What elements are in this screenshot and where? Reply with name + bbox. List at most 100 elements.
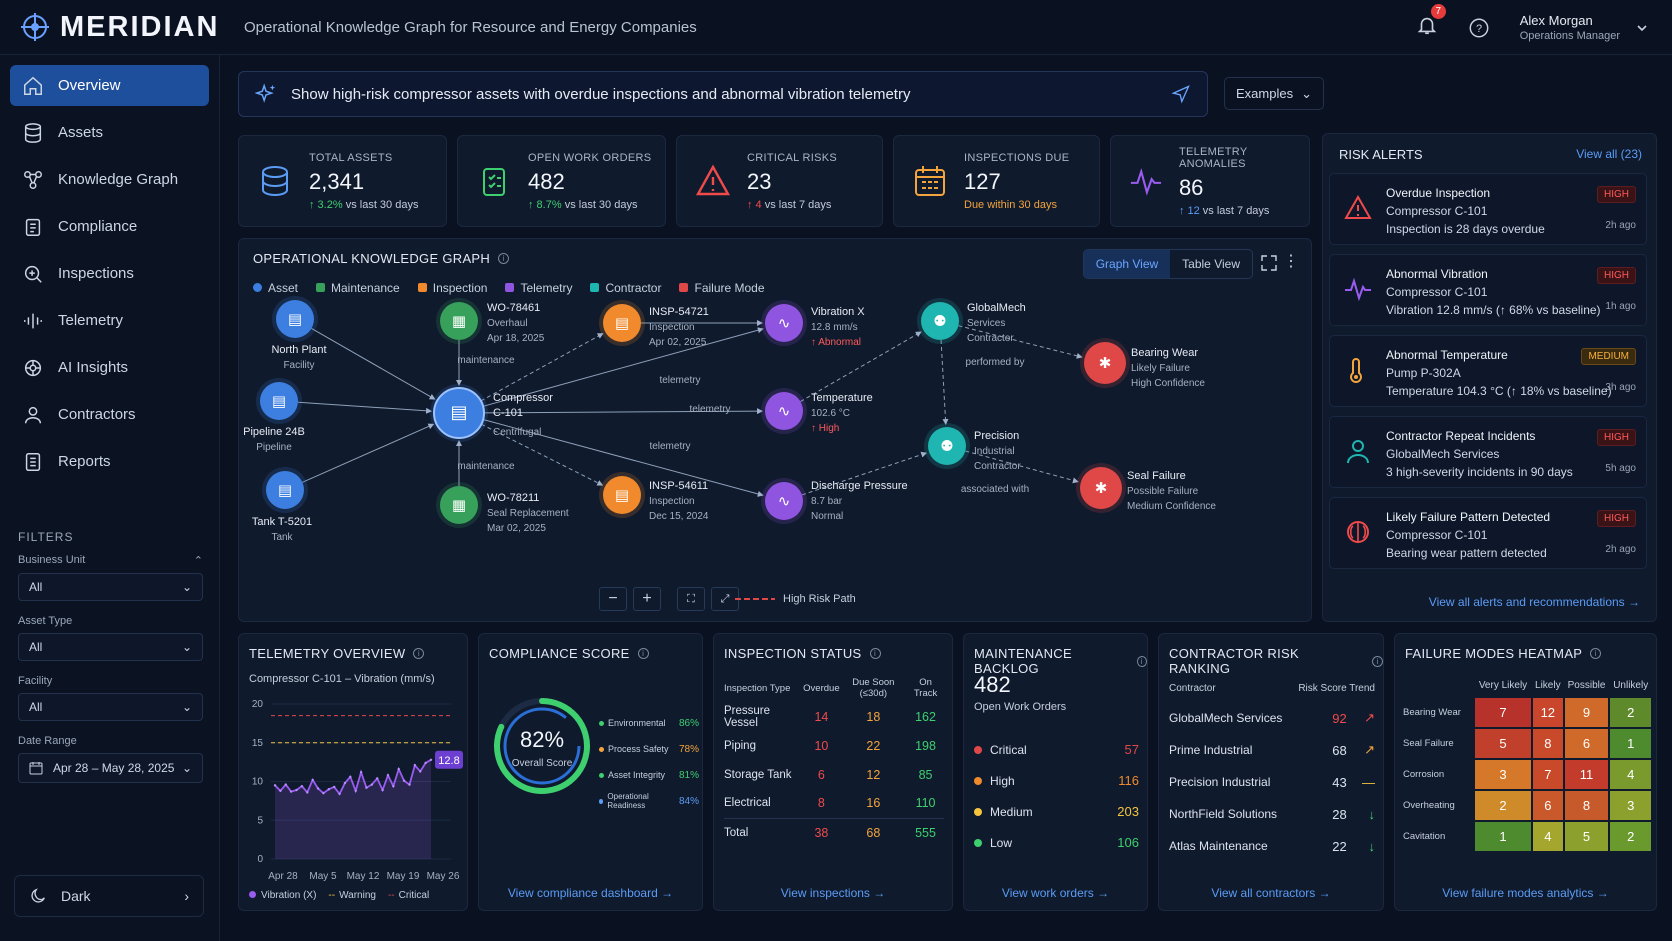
graph-node-north-plant[interactable] [276,300,314,338]
table-row[interactable]: Electrical 8 16 110 [724,789,944,818]
info-icon[interactable]: i [1136,655,1147,667]
heatmap-cell[interactable]: 5 [1475,729,1531,758]
heatmap-cell[interactable]: 1 [1610,729,1651,758]
info-icon[interactable]: i [413,648,425,659]
heatmap-cell[interactable]: 3 [1610,791,1651,820]
heatmap-cell[interactable]: 11 [1564,760,1609,789]
graph-node-tank[interactable] [266,471,304,509]
sidebar-item-telemetry[interactable]: Telemetry [10,300,209,341]
logo[interactable]: MERIDIAN [0,11,220,44]
backlog-row[interactable]: High 116 [974,765,1139,796]
heatmap-cell[interactable]: 1 [1475,822,1531,851]
user-menu[interactable]: Alex Morgan Operations Manager [1520,13,1648,42]
zoom-out-button[interactable]: − [599,587,627,611]
graph-node-insp2[interactable] [603,476,641,514]
table-row[interactable]: Pressure Vessel 14 18 162 [724,702,944,731]
theme-toggle[interactable]: Dark › [14,875,204,917]
kpi-card-open-work-orders[interactable]: OPEN WORK ORDERS 482 ↑ 8.7% vs last 30 day… [457,135,666,227]
heatmap-cell[interactable]: 8 [1533,729,1563,758]
alert-item[interactable]: Likely Failure Pattern Detected Compresso… [1329,497,1647,569]
kpi-card-total-assets[interactable]: TOTAL ASSETS 2,341 ↑ 3.2% vs last 30 days [238,135,447,227]
alert-item[interactable]: Contractor Repeat Incidents GlobalMech Se… [1329,416,1647,488]
backlog-row[interactable]: Medium 203 [974,796,1139,827]
heatmap-cell[interactable]: 2 [1475,791,1531,820]
more-menu-icon[interactable]: ⋮ [1283,253,1299,270]
expand-icon[interactable] [1261,255,1277,271]
heatmap-cell[interactable]: 12 [1533,698,1563,727]
alert-item[interactable]: Abnormal Temperature Pump P-302A Temperatu… [1329,335,1647,407]
graph-node-insp1[interactable] [603,304,641,342]
info-icon[interactable]: i [1590,648,1602,659]
legend-item-maintenance[interactable]: Maintenance [316,281,400,295]
alert-item[interactable]: Overdue Inspection Compressor C-101 Inspec… [1329,173,1647,245]
zoom-in-button[interactable]: + [633,587,661,611]
business-unit-select[interactable]: All ⌄ [18,573,203,601]
sidebar-item-reports[interactable]: Reports [10,441,209,482]
sidebar-item-inspections[interactable]: Inspections [10,253,209,294]
ai-search-bar[interactable]: Show high-risk compressor assets with ov… [238,71,1208,117]
notifications-button[interactable]: 7 [1416,4,1446,41]
graph-node-wo1[interactable] [440,302,478,340]
graph-node-press[interactable] [765,482,803,520]
heatmap-cell[interactable]: 7 [1475,698,1531,727]
info-icon[interactable]: i [637,648,649,659]
table-row[interactable]: NorthField Solutions 28 ↓ [1169,798,1375,830]
sidebar-item-overview[interactable]: Overview [10,65,209,106]
heatmap-cell[interactable]: 6 [1564,729,1609,758]
examples-dropdown[interactable]: Examples ⌄ [1224,77,1324,110]
table-row[interactable]: Prime Industrial 68 ↗ [1169,734,1375,766]
table-row[interactable]: Precision Industrial 43 — [1169,766,1375,798]
heatmap-cell[interactable]: 3 [1475,760,1531,789]
fit-view-button[interactable]: ⛶ [677,587,705,611]
alert-item[interactable]: Abnormal Vibration Compressor C-101 Vibrat… [1329,254,1647,326]
view-inspections-link[interactable]: View inspections → [780,886,886,900]
graph-node-temp[interactable] [765,392,803,430]
chevron-up-icon[interactable]: ⌃ [193,555,203,567]
view-compliance-link[interactable]: View compliance dashboard → [507,886,674,900]
view-work-orders-link[interactable]: View work orders → [1001,886,1110,900]
legend-item-telemetry[interactable]: Telemetry [505,281,572,295]
kpi-card-critical-risks[interactable]: CRITICAL RISKS 23 ↑ 4 vs last 7 days [676,135,883,227]
info-icon[interactable]: i [1372,655,1383,667]
graph-node-pipeline[interactable] [260,382,298,420]
legend-item-asset[interactable]: Asset [253,281,298,295]
info-icon[interactable]: i [869,648,881,659]
sidebar-item-contractors[interactable]: Contractors [10,394,209,435]
table-view-tab[interactable]: Table View [1182,257,1240,271]
heatmap-cell[interactable]: 9 [1564,698,1609,727]
sidebar-item-knowledge-graph[interactable]: Knowledge Graph [10,159,209,200]
sidebar-item-assets[interactable]: Assets [10,112,209,153]
heatmap-cell[interactable]: 4 [1533,822,1563,851]
kpi-card-inspections-due[interactable]: INSPECTIONS DUE 127 Due within 30 days [893,135,1100,227]
table-row[interactable]: Piping 10 22 198 [724,731,944,760]
facility-select[interactable]: All ⌄ [18,693,203,721]
view-all-alerts-link[interactable]: View all alerts and recommendations → [1428,595,1640,609]
sidebar-item-ai-insights[interactable]: AI Insights [10,347,209,388]
graph-view-tab[interactable]: Graph View [1083,250,1171,278]
heatmap-cell[interactable]: 8 [1564,791,1609,820]
graph-node-vib[interactable] [765,304,803,342]
kpi-card-telemetry-anomalies[interactable]: TELEMETRY ANOMALIES 86 ↑ 12 vs last 7 days [1110,135,1310,227]
help-icon[interactable]: ? [1468,17,1490,39]
graph-node-bw[interactable] [1084,342,1126,384]
legend-item-contractor[interactable]: Contractor [590,281,661,295]
heatmap-cell[interactable]: 4 [1610,760,1651,789]
sidebar-item-compliance[interactable]: Compliance [10,206,209,247]
heatmap-cell[interactable]: 2 [1610,698,1651,727]
graph-node-compressor[interactable] [433,387,485,439]
graph-node-wo2[interactable] [440,486,478,524]
graph-node-sf[interactable] [1080,467,1122,509]
backlog-row[interactable]: Low 106 [974,827,1139,858]
table-row[interactable]: GlobalMech Services 92 ↗ [1169,702,1375,734]
risk-alerts-view-all[interactable]: View all (23) [1576,147,1642,161]
graph-node-gm[interactable] [921,302,959,340]
asset-type-select[interactable]: All ⌄ [18,633,203,661]
heatmap-cell[interactable]: 2 [1610,822,1651,851]
date-range-select[interactable]: Apr 28 – May 28, 2025 ⌄ [18,753,203,783]
info-icon[interactable]: i [498,253,510,264]
heatmap-cell[interactable]: 5 [1564,822,1609,851]
table-row[interactable]: Total 38 68 555 [724,818,944,847]
graph-node-pi[interactable] [928,427,966,465]
send-icon[interactable] [1171,84,1191,104]
legend-item-inspection[interactable]: Inspection [417,281,487,295]
